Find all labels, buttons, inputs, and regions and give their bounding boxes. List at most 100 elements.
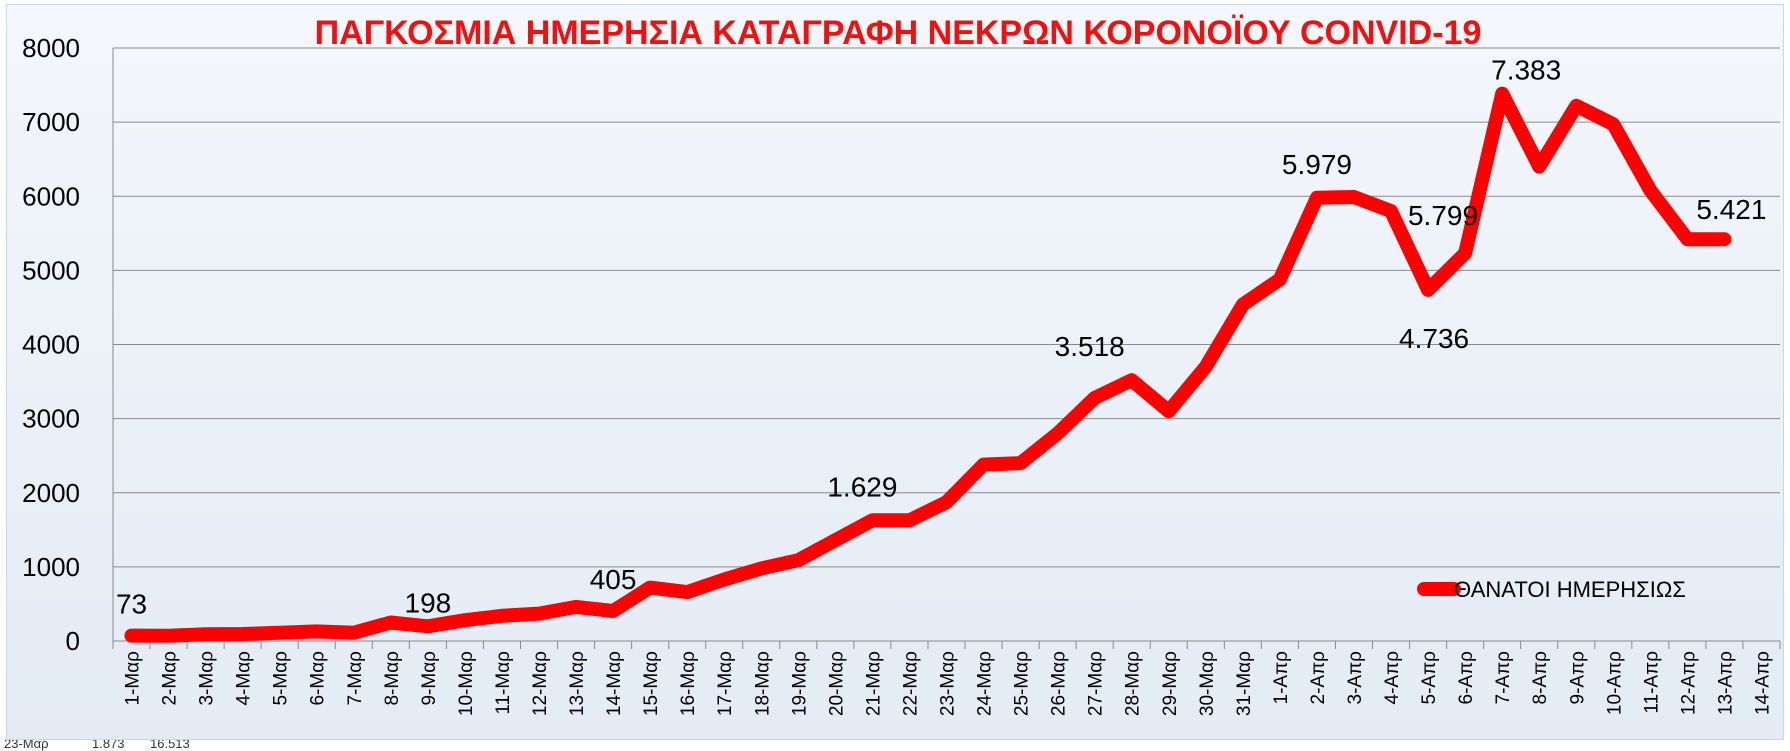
x-tick-label: 25-Μαρ bbox=[1012, 651, 1033, 716]
x-tick-label: 20-Μαρ bbox=[826, 651, 847, 716]
x-tick-label: 5-Απρ bbox=[1419, 651, 1440, 705]
x-tick-label: 7-Απρ bbox=[1493, 651, 1514, 705]
data-point bbox=[1649, 189, 1652, 192]
data-label: 5.979 bbox=[1282, 149, 1352, 180]
x-tick-label: 9-Απρ bbox=[1567, 651, 1588, 705]
y-axis: 0 1000 2000 3000 4000 5000 6000 7000 8000 bbox=[22, 33, 80, 656]
x-tick-label: 11-Μαρ bbox=[493, 651, 514, 715]
data-point bbox=[1241, 303, 1244, 306]
x-tick-label: 13-Απρ bbox=[1715, 651, 1736, 715]
legend[interactable]: ΘΑΝΑΤΟΙ ΗΜΕΡΗΣΙΩΣ bbox=[1417, 577, 1686, 602]
data-label: 7.383 bbox=[1491, 55, 1561, 86]
data-point bbox=[1130, 379, 1133, 382]
x-tick-label: 26-Μαρ bbox=[1049, 651, 1070, 716]
data-point bbox=[945, 501, 948, 504]
x-tick-label: 6-Μαρ bbox=[308, 651, 329, 706]
x-tick-label: 8-Απρ bbox=[1530, 651, 1551, 705]
y-tick-label: 2000 bbox=[22, 478, 80, 508]
x-tick-label: 23-Μαρ bbox=[938, 651, 959, 716]
data-point bbox=[463, 619, 466, 622]
data-labels: 73 198 405 1.629 3.518 5.979 5.799 4.736 7.383 5.… bbox=[116, 55, 1766, 620]
x-tick-label: 2-Μαρ bbox=[160, 651, 181, 706]
x-tick-label: 3-Απρ bbox=[1345, 651, 1366, 705]
data-point bbox=[797, 559, 800, 562]
data-point bbox=[204, 633, 207, 636]
x-tick-label: 18-Μαρ bbox=[752, 651, 773, 716]
data-point bbox=[760, 567, 763, 570]
x-tick-label: 12-Μαρ bbox=[530, 651, 551, 716]
data-point bbox=[278, 631, 281, 634]
data-point bbox=[1019, 462, 1022, 465]
x-tick-label: 10-Απρ bbox=[1604, 651, 1625, 715]
y-tick-label: 1000 bbox=[22, 552, 80, 582]
x-tick-label: 19-Μαρ bbox=[789, 651, 810, 716]
y-tick-label: 4000 bbox=[22, 330, 80, 360]
x-tick-label: 21-Μαρ bbox=[863, 651, 884, 716]
data-label: 4.736 bbox=[1399, 323, 1469, 354]
x-tick-label: 28-Μαρ bbox=[1123, 651, 1144, 716]
x-tick-label: 13-Μαρ bbox=[567, 651, 588, 716]
y-tick-label: 7000 bbox=[22, 107, 80, 137]
data-point bbox=[1723, 238, 1726, 241]
data-point bbox=[1501, 92, 1504, 95]
data-point bbox=[575, 605, 578, 608]
x-tick-label: 15-Μαρ bbox=[641, 651, 662, 716]
data-point bbox=[1167, 410, 1170, 413]
data-label: 5.421 bbox=[1696, 194, 1766, 225]
data-point bbox=[1315, 196, 1318, 199]
x-tick-label: 9-Μαρ bbox=[419, 651, 440, 706]
x-tick-label: 7-Μαρ bbox=[345, 651, 366, 706]
x-tick-label: 8-Μαρ bbox=[382, 651, 403, 706]
data-point bbox=[1538, 165, 1541, 168]
data-point bbox=[1204, 365, 1207, 368]
x-tick-label: 29-Μαρ bbox=[1160, 651, 1181, 716]
data-point bbox=[1427, 288, 1430, 291]
data-label: 198 bbox=[405, 587, 452, 618]
chart-title: ΠΑΓΚΟΣΜΙΑ ΗΜΕΡΗΣΙΑ ΚΑΤΑΓΡΑΦΗ ΝΕΚΡΩΝ ΚΟΡΟ… bbox=[315, 14, 1482, 52]
data-label: 73 bbox=[116, 589, 147, 620]
data-point bbox=[500, 614, 503, 617]
data-label: 3.518 bbox=[1055, 331, 1125, 362]
data-point bbox=[908, 519, 911, 522]
data-label: 1.629 bbox=[827, 471, 897, 502]
x-tick-label: 31-Μαρ bbox=[1234, 651, 1255, 716]
x-tick-label: 14-Απρ bbox=[1752, 651, 1773, 715]
x-tick-label: 10-Μαρ bbox=[456, 651, 477, 716]
data-label: 5.799 bbox=[1408, 200, 1478, 231]
x-tick-label: 11-Απρ bbox=[1641, 651, 1662, 714]
x-tick-label: 12-Απρ bbox=[1678, 651, 1699, 715]
data-point bbox=[612, 609, 615, 612]
y-tick-label: 6000 bbox=[22, 181, 80, 211]
data-point bbox=[352, 631, 355, 634]
x-tick-label: 24-Μαρ bbox=[975, 651, 996, 716]
x-tick-label: 27-Μαρ bbox=[1086, 651, 1107, 716]
data-point bbox=[538, 612, 541, 615]
data-point bbox=[871, 519, 874, 522]
x-axis: 1-Μαρ 2-Μαρ 3-Μαρ 4-Μαρ 5-Μαρ 6-Μαρ 7-Μαρ 8-Μαρ… bbox=[112, 641, 1781, 716]
data-point bbox=[130, 634, 133, 637]
x-tick-label: 14-Μαρ bbox=[604, 651, 625, 716]
data-point bbox=[1464, 252, 1467, 255]
series-line-deaths[interactable] bbox=[124, 86, 1732, 643]
y-tick-label: 8000 bbox=[22, 33, 80, 63]
data-point bbox=[649, 586, 652, 589]
data-point bbox=[241, 632, 244, 635]
x-tick-label: 2-Απρ bbox=[1308, 651, 1329, 705]
data-point bbox=[1612, 123, 1615, 126]
data-point bbox=[315, 630, 318, 633]
x-tick-label: 6-Απρ bbox=[1456, 651, 1477, 705]
data-point bbox=[1278, 278, 1281, 281]
x-tick-label: 3-Μαρ bbox=[197, 651, 218, 706]
series-layer bbox=[124, 86, 1732, 643]
data-point bbox=[167, 634, 170, 637]
y-tick-label: 3000 bbox=[22, 404, 80, 434]
data-point bbox=[686, 591, 689, 594]
x-tick-label: 5-Μαρ bbox=[271, 651, 292, 706]
x-tick-label: 30-Μαρ bbox=[1197, 651, 1218, 716]
legend-entry-deaths: ΘΑΝΑΤΟΙ ΗΜΕΡΗΣΙΩΣ bbox=[1454, 577, 1686, 602]
y-tick-label: 0 bbox=[66, 626, 80, 656]
x-tick-label: 17-Μαρ bbox=[715, 651, 736, 716]
x-tick-label: 22-Μαρ bbox=[900, 651, 921, 716]
data-point bbox=[834, 539, 837, 542]
x-tick-label: 16-Μαρ bbox=[678, 651, 699, 716]
